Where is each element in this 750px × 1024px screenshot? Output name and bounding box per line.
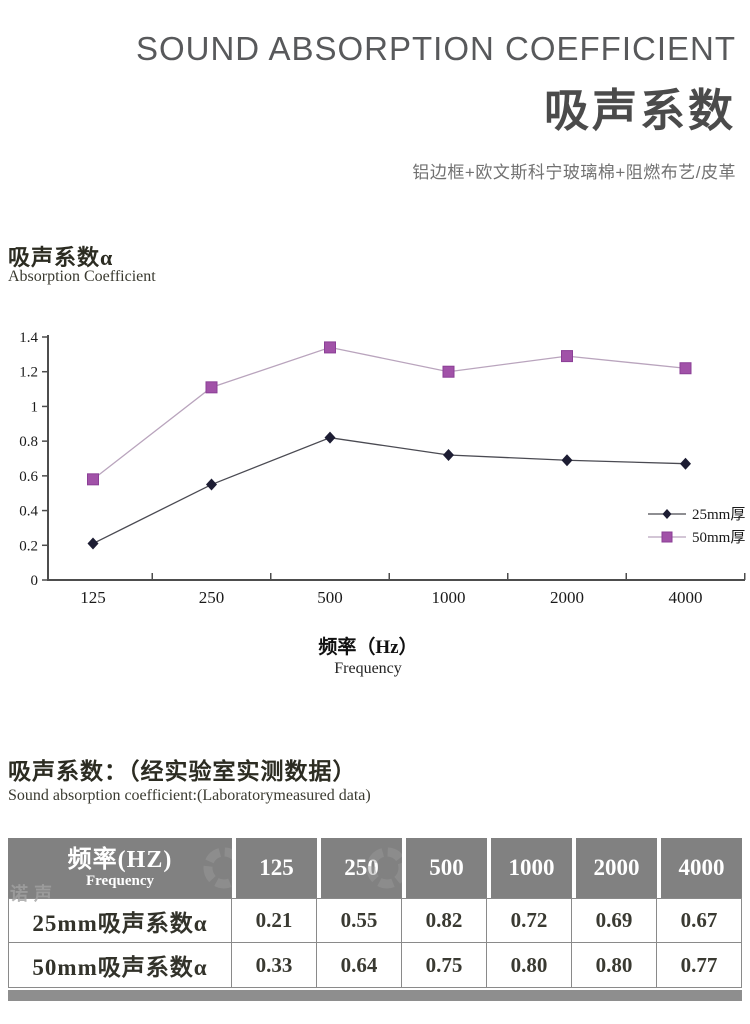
- legend-label: 25mm厚: [692, 507, 745, 523]
- table-row-25mm: 25mm吸声系数α 0.21 0.55 0.82 0.72 0.69 0.67: [8, 898, 742, 943]
- material-subtitle: 铝边框+欧文斯科宁玻璃棉+阻燃布艺/皮革: [412, 163, 736, 182]
- y-tick-label: 0: [31, 573, 39, 589]
- y-tick-label: 1.4: [19, 330, 38, 346]
- data-point-diamond: [662, 509, 672, 519]
- data-point-square: [205, 381, 218, 394]
- absorption-line-chart: 0 0.2 0.4 0.6 0.8 1 1.2 1.4 125 250 500 1000 2000 400…: [19, 330, 746, 607]
- series-line: [92, 437, 686, 545]
- data-point-square: [324, 341, 336, 354]
- table-cell: 0.67: [657, 898, 742, 943]
- series-line: [92, 346, 686, 480]
- chart-axes: [47, 335, 745, 581]
- header-col: 125: [232, 838, 317, 898]
- header-col: 500: [402, 838, 487, 898]
- table-cell: 0.33: [232, 943, 317, 988]
- legend-label: 50mm厚: [692, 530, 745, 546]
- x-tick-label: 125: [80, 588, 106, 607]
- y-tick-label: 1: [31, 399, 39, 415]
- table-cell: 0.80: [572, 943, 657, 988]
- frequency-header-chinese: 频率(HZ): [67, 846, 173, 873]
- data-point-diamond: [561, 454, 573, 467]
- data-point-diamond: [206, 478, 217, 491]
- data-point-diamond: [680, 457, 691, 470]
- table-cell: 0.21: [232, 898, 317, 943]
- table-cell: 0.77: [657, 943, 742, 988]
- data-point-square: [442, 365, 455, 378]
- table-heading-chinese: 吸声系数：（经实验室实测数据）: [8, 759, 357, 784]
- row-label: 25mm吸声系数α: [8, 898, 232, 943]
- chart-heading-english: Absorption Coefficient: [8, 268, 156, 285]
- frequency-header-cell: 频率(HZ) Frequency 诺声: [8, 838, 249, 904]
- x-axis-title-chinese: 频率（Hz）: [318, 637, 418, 658]
- absorption-data-table: 频率(HZ) Frequency 诺声 125 250 500 1000: [8, 838, 742, 1001]
- row-label: 50mm吸声系数α: [8, 943, 232, 988]
- x-axis-title-english: Frequency: [334, 660, 402, 677]
- chart-heading-chinese: 吸声系数α: [8, 245, 114, 270]
- y-tick-label: 0.8: [19, 434, 38, 450]
- x-tick-label: 250: [199, 588, 225, 607]
- data-point-diamond: [87, 537, 99, 550]
- y-tick-label: 0.2: [19, 538, 38, 554]
- table-cell: 0.69: [572, 898, 657, 943]
- y-tick-label: 0.4: [19, 504, 38, 520]
- y-tick-label: 0.6: [19, 469, 38, 485]
- table-cell: 0.80: [487, 943, 572, 988]
- logo-watermark-text: 诺声: [10, 884, 58, 904]
- data-point-square: [679, 362, 692, 375]
- table-cell: 0.72: [487, 898, 572, 943]
- data-point-square: [87, 473, 99, 486]
- table-heading-english: Sound absorption coefficient:(Laboratory…: [8, 787, 371, 804]
- frequency-header-english: Frequency: [85, 872, 155, 889]
- data-point-diamond: [324, 431, 336, 444]
- table-bottom-bar: [8, 990, 742, 1001]
- header-col: 2000: [572, 838, 657, 898]
- page-title-chinese: 吸声系数: [543, 85, 736, 136]
- header-col: 4000: [657, 838, 742, 898]
- page-title-english: SOUND ABSORPTION COEFFICIENT: [135, 30, 736, 67]
- x-tick-label: 4000: [669, 588, 703, 607]
- table-cell: 0.82: [402, 898, 487, 943]
- y-tick-label: 1.2: [19, 365, 38, 381]
- table-cell: 0.55: [317, 898, 402, 943]
- data-point-square: [661, 531, 673, 543]
- data-point-square: [561, 350, 573, 363]
- x-tick-label: 2000: [550, 588, 584, 607]
- table-cell: 0.64: [317, 943, 402, 988]
- spec-table: 频率(HZ) Frequency 诺声 125 250 500 1000: [8, 838, 742, 988]
- table-header-row: 频率(HZ) Frequency 诺声 125 250 500 1000: [8, 838, 742, 904]
- x-axis-title: 频率（Hz） Frequency: [0, 632, 736, 678]
- table-cell: 0.75: [402, 943, 487, 988]
- x-tick-label: 500: [317, 588, 343, 607]
- header-col: 250: [317, 838, 408, 898]
- header-col: 1000: [487, 838, 572, 898]
- x-tick-label: 1000: [432, 588, 466, 607]
- data-point-diamond: [443, 449, 454, 462]
- table-row-50mm: 50mm吸声系数α 0.33 0.64 0.75 0.80 0.80 0.77: [8, 943, 742, 988]
